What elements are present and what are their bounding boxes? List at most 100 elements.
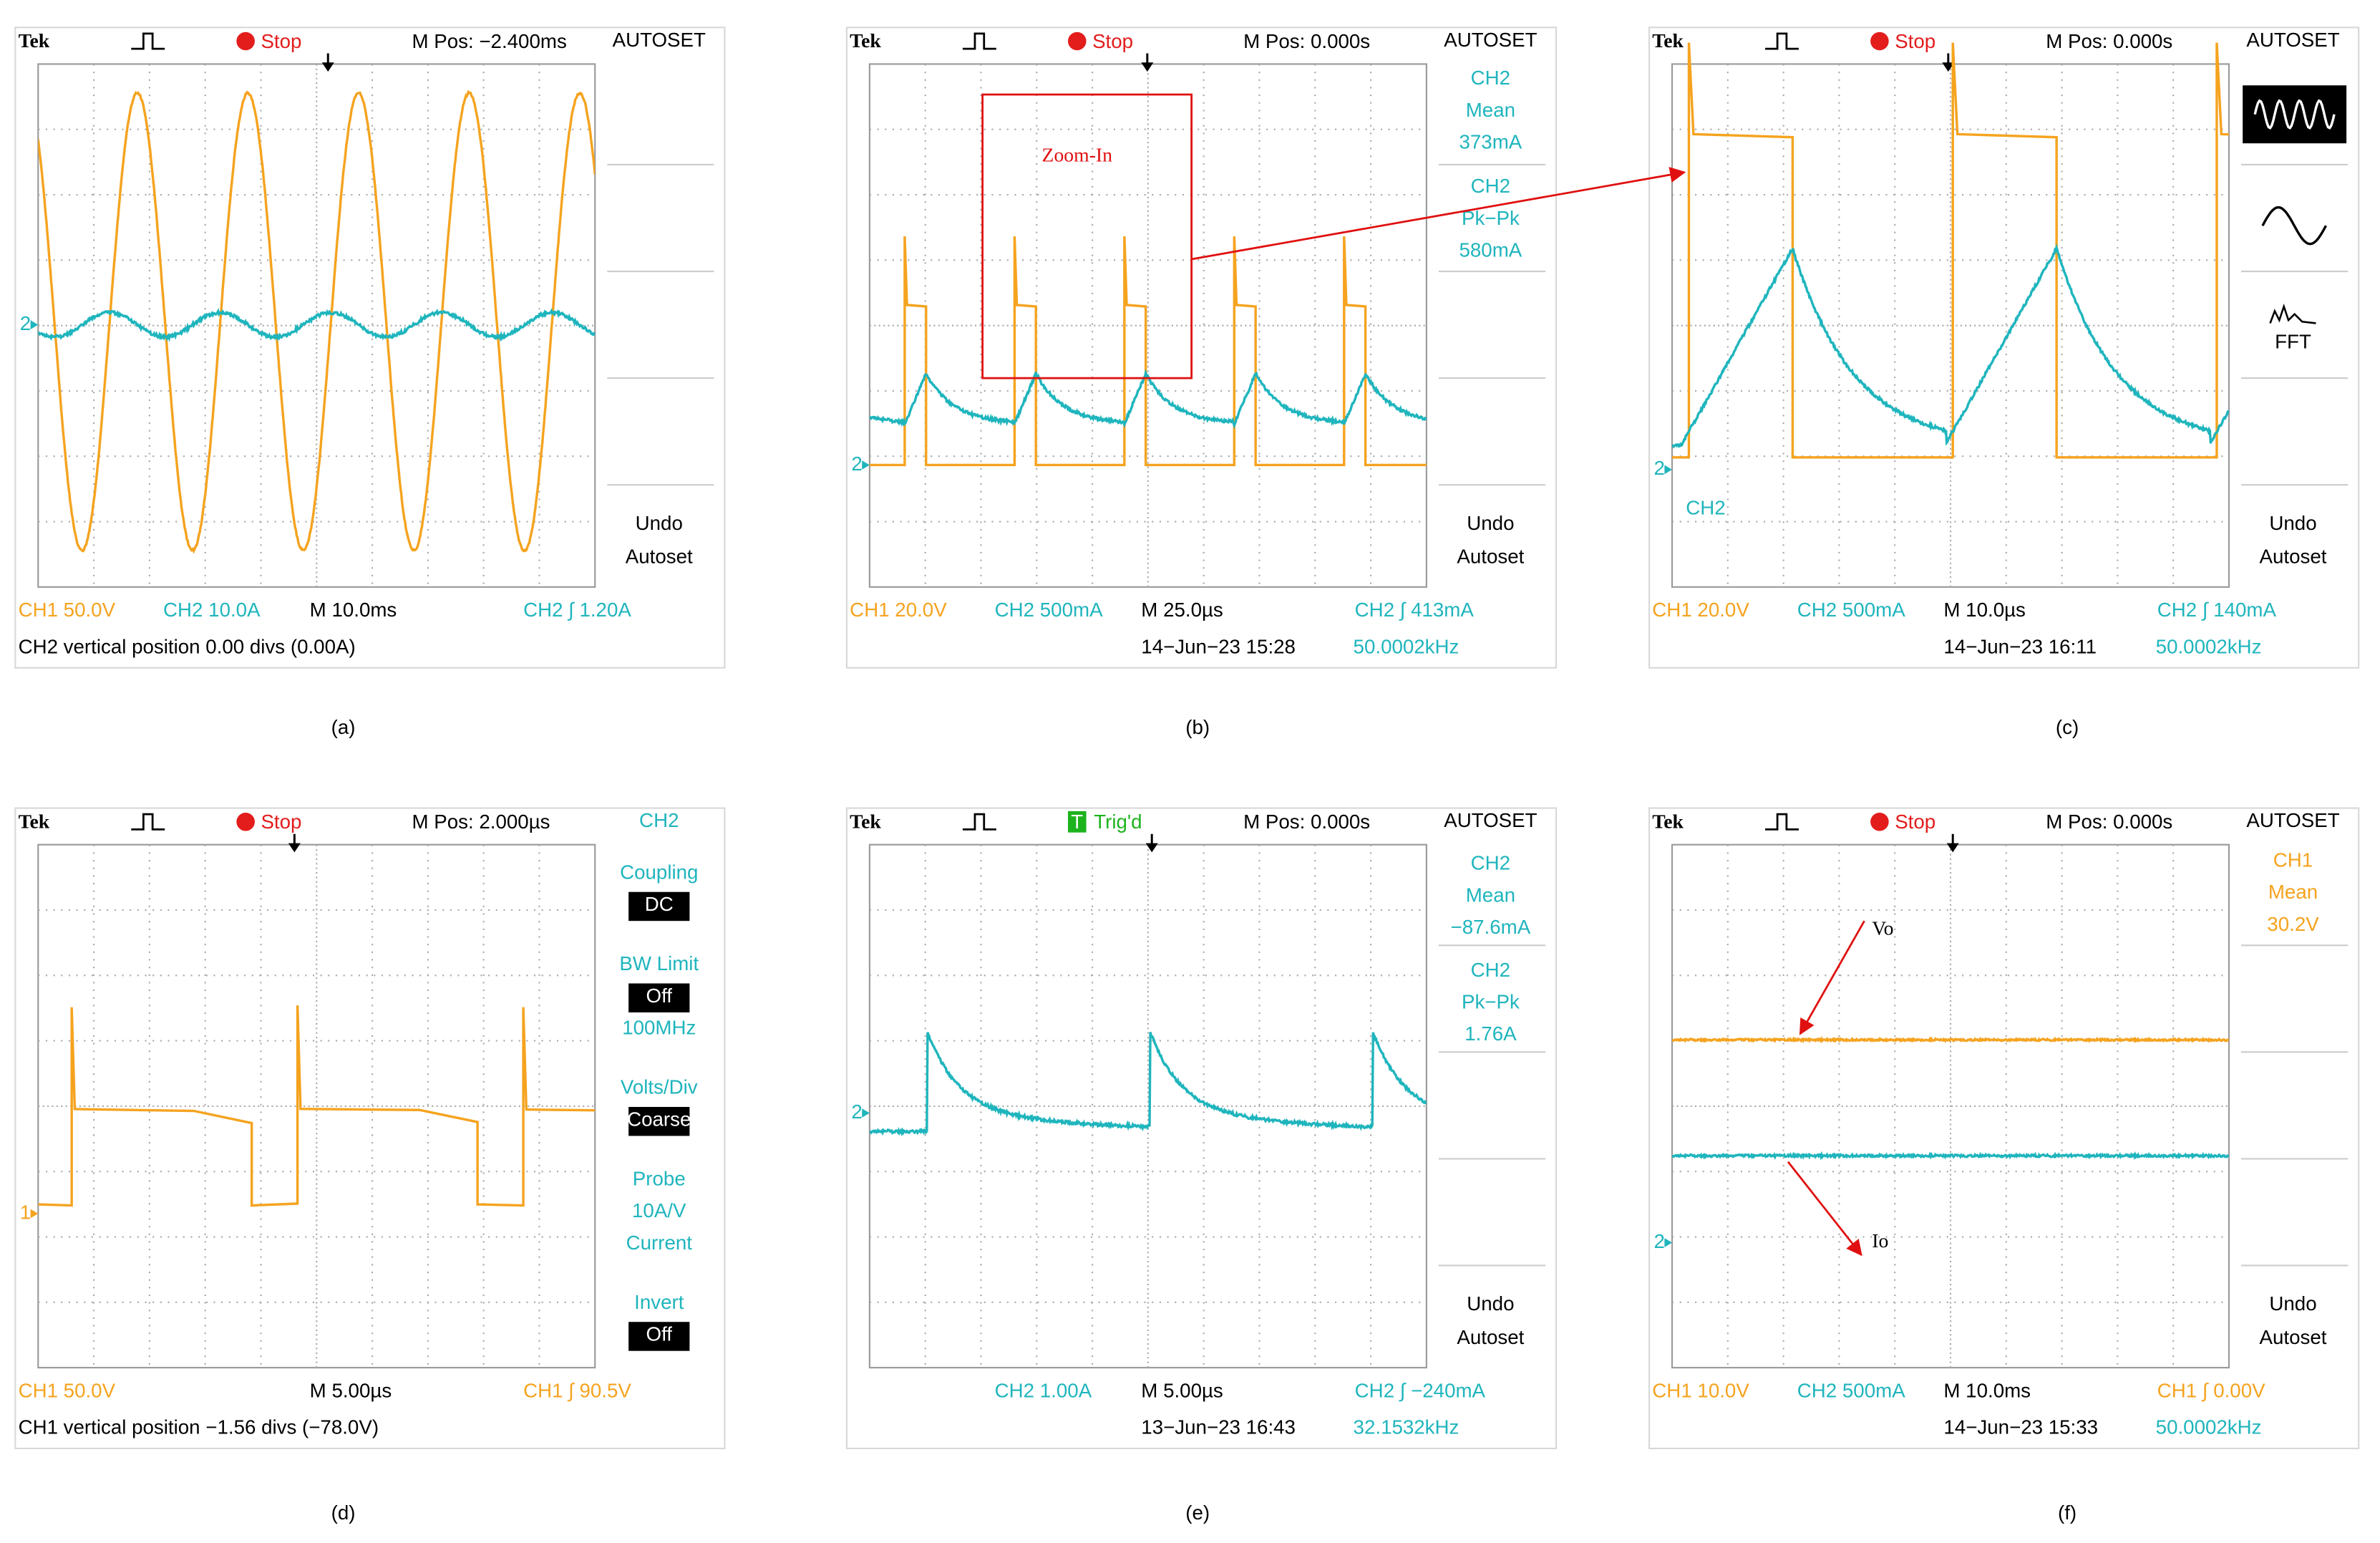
footer-frequency: 50.0002kHz (2156, 1416, 2262, 1438)
footer-timebase: M 25.0µs (1141, 599, 1223, 621)
zoom-box (981, 93, 1193, 379)
trigger-position (1946, 833, 1959, 853)
waveform (869, 1032, 1427, 1137)
brand: Tek (850, 29, 881, 52)
menu-title: CH2 (639, 809, 679, 831)
status: Stop (261, 30, 301, 52)
status-dot (1067, 32, 1087, 51)
footer-frequency: 32.1532kHz (1354, 1416, 1459, 1438)
waveform (38, 308, 596, 342)
menu-bottom: Undo (2269, 512, 2316, 534)
footer-trigger: CH1 ∫ 0.00V (2157, 1380, 2265, 1402)
channel-marker-arrow (30, 1209, 39, 1219)
menu-item: −87.6mA (1451, 916, 1531, 938)
menu-item: Coupling (620, 861, 698, 883)
menu-item: BW Limit (619, 952, 699, 974)
menu-icon (2253, 99, 2336, 130)
footer-ch1: CH1 50.0V (19, 599, 116, 621)
brand: Tek (19, 810, 50, 832)
menu-bottom: Autoset (2260, 546, 2327, 568)
status-dot (236, 32, 255, 51)
scope-panel: Tek Stop M Pos: 0.000s AUTOSET 2 CH2 Mean 373mA… (845, 26, 1558, 669)
menu-value: Off (646, 985, 673, 1007)
waveform (38, 90, 596, 554)
channel-marker: 2 (20, 312, 31, 334)
menu-item: CH2 (1471, 67, 1510, 89)
status-dot (1870, 812, 1889, 831)
menu-bottom: Undo (636, 512, 683, 534)
brand: Tek (850, 810, 881, 832)
status: Stop (1092, 30, 1133, 52)
trigger-icon (1765, 32, 1799, 50)
footer-date: 14−Jun−23 15:28 (1141, 635, 1296, 657)
trigger-position (1942, 53, 1955, 72)
footer-ch2: CH2 500mA (1797, 1380, 1905, 1402)
caption: (c) (2056, 716, 2079, 738)
position: M Pos: 0.000s (1243, 811, 1370, 833)
trigger-position (1141, 53, 1154, 72)
footer-frequency: 50.0002kHz (1354, 635, 1459, 657)
status-icon: T (1071, 811, 1083, 833)
footer-ch2: CH2 1.00A (995, 1380, 1092, 1402)
scope-panel: Tek Stop M Pos: 0.000s AUTOSET 2 Undo Autoset F… (1648, 26, 2360, 669)
menu-value: Off (646, 1323, 673, 1345)
footer-ch2: CH2 500mA (1797, 599, 1905, 621)
brand: Tek (19, 29, 50, 52)
channel-marker-arrow (1664, 465, 1673, 475)
menu-item: 580mA (1459, 239, 1522, 261)
position: M Pos: 0.000s (1243, 30, 1370, 52)
brand: Tek (1652, 810, 1684, 832)
trigger-icon (962, 32, 996, 50)
status: Stop (1895, 811, 1935, 833)
waveform (1672, 42, 2229, 459)
footer-date: 14−Jun−23 16:11 (1943, 635, 2097, 657)
io-label: Io (1872, 1229, 1888, 1252)
trigger-icon (131, 32, 165, 50)
trigger-icon (962, 813, 996, 831)
menu-item: FFT (2275, 330, 2311, 352)
menu-item: Pk−Pk (1462, 990, 1520, 1012)
trigger-icon (131, 813, 165, 831)
menu-item: Volts/Div (621, 1076, 698, 1098)
menu-item: Mean (1466, 99, 1515, 121)
menu-bottom: Autoset (2260, 1326, 2327, 1348)
channel-marker: 2 (1653, 457, 1664, 479)
channel-marker: 2 (851, 453, 862, 475)
footer-ch1: CH1 20.0V (850, 599, 947, 621)
zoom-label: Zoom-In (1042, 144, 1113, 166)
caption: (d) (331, 1501, 356, 1524)
waveform (1672, 243, 2229, 449)
footer-date: 13−Jun−23 16:43 (1141, 1416, 1296, 1438)
position: M Pos: 0.000s (2046, 30, 2172, 52)
menu-value-box (628, 983, 690, 1012)
footer-ch1: CH1 10.0V (1652, 1380, 1749, 1402)
channel-marker-arrow (1664, 1238, 1673, 1247)
menu-title: AUTOSET (1444, 809, 1537, 831)
footer-trigger: CH2 ∫ 413mA (1355, 599, 1475, 621)
footer-frequency: 50.0002kHz (2156, 635, 2262, 657)
vo-arrow (1799, 920, 1865, 1035)
waveform (1672, 1151, 2229, 1161)
menu-title: AUTOSET (613, 29, 706, 51)
menu-title: AUTOSET (1444, 29, 1537, 51)
status-dot (1870, 32, 1889, 51)
status: Stop (261, 811, 301, 833)
footer-ch2: CH2 500mA (995, 599, 1103, 621)
scope-panel: Tek Stop M Pos: −2.400ms AUTOSET 2 Undo Autose… (14, 26, 726, 669)
channel-marker-arrow (862, 1108, 870, 1118)
vo-label: Vo (1872, 916, 1893, 939)
trigger-icon (1765, 813, 1799, 831)
channel-marker: 2 (851, 1101, 862, 1123)
trigger-position (321, 53, 334, 72)
caption: (f) (2058, 1501, 2077, 1524)
footer-timebase: M 5.00µs (310, 1380, 392, 1402)
caption: (e) (1185, 1501, 1210, 1524)
waveform (1672, 1035, 2229, 1044)
footer-ch1: CH1 50.0V (19, 1380, 116, 1402)
footer-note: CH1 vertical position −1.56 divs (−78.0V… (19, 1416, 379, 1438)
menu-item: 30.2V (2267, 913, 2319, 935)
menu-item: CH2 (1471, 175, 1510, 197)
position: M Pos: 2.000µs (412, 811, 550, 833)
scope-panel: Tek T Trig'd M Pos: 0.000s AUTOSET 2 CH2 Mean −8… (845, 807, 1558, 1450)
menu-bottom: Undo (1467, 512, 1514, 534)
